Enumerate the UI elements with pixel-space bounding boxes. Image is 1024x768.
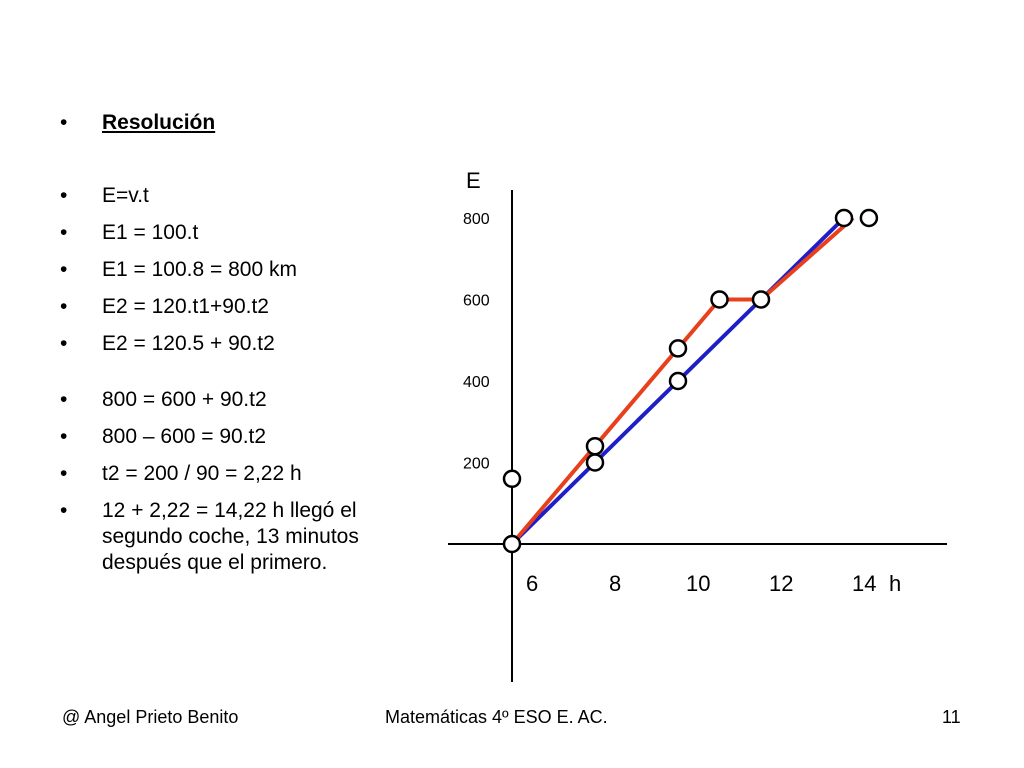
data-point-marker xyxy=(585,453,605,472)
bullet-text: 800 – 600 = 90.t2 xyxy=(102,425,267,448)
bullet-glyph: • xyxy=(60,388,68,411)
bullet-item: • 12 + 2,22 = 14,22 h llegó el segundo co… xyxy=(60,498,430,576)
bullet-text: E2 = 120.5 + 90.t2 xyxy=(102,332,275,355)
bullet-glyph: • xyxy=(60,258,68,281)
x-axis-label: h xyxy=(889,571,901,596)
data-point-marker xyxy=(834,208,854,228)
bullet-glyph: • xyxy=(60,184,68,207)
bullet-glyph: • xyxy=(60,499,68,522)
footer-course: Matemáticas 4º ESO E. AC. xyxy=(385,707,608,727)
bullet-item: • E=v.t xyxy=(60,183,430,209)
y-tick-label: 200 xyxy=(463,456,490,473)
bullet-text: 12 + 2,22 = 14,22 h llegó el segundo coc… xyxy=(102,499,359,574)
bullet-item: • 800 – 600 = 90.t2 xyxy=(60,424,430,450)
resolution-bullet-list: • Resolución • E=v.t • E1 = 100.t • E1 = 100… xyxy=(60,110,430,587)
data-point-marker xyxy=(710,290,729,309)
bullet-glyph: • xyxy=(60,221,68,244)
x-tick-label: 14 xyxy=(852,571,876,596)
data-point-marker xyxy=(668,371,688,391)
x-tick-label: 8 xyxy=(609,571,621,596)
x-tick-label: 10 xyxy=(686,571,710,596)
y-tick-label: 600 xyxy=(463,293,490,310)
data-point-marker xyxy=(751,290,771,309)
bullet-item: • E1 = 100.t xyxy=(60,220,430,246)
bullet-text: E1 = 100.t xyxy=(102,221,199,244)
bullet-text: E1 = 100.8 = 800 km xyxy=(102,258,297,281)
footer-author: @ Angel Prieto Benito xyxy=(62,707,239,727)
bullet-item-resolucion: • Resolución xyxy=(60,110,430,136)
bullet-text: t2 = 200 / 90 = 2,22 h xyxy=(102,462,302,485)
bullet-item: • 800 = 600 + 90.t2 xyxy=(60,387,430,413)
bullet-text: E=v.t xyxy=(102,184,149,207)
bullet-item: • E1 = 100.8 = 800 km xyxy=(60,257,430,283)
data-point-marker xyxy=(859,208,879,228)
bullet-glyph: • xyxy=(60,111,68,134)
data-point-marker xyxy=(585,436,605,456)
x-tick-label: 6 xyxy=(526,571,538,596)
bullet-item: • t2 = 200 / 90 = 2,22 h xyxy=(60,461,430,487)
bullet-text: E2 = 120.t1+90.t2 xyxy=(102,295,269,318)
bullet-glyph: • xyxy=(60,332,68,355)
y-tick-label: 400 xyxy=(463,374,490,391)
bullet-glyph: • xyxy=(60,295,68,318)
y-tick-label: 800 xyxy=(463,211,490,228)
series-line-coche-2 xyxy=(510,216,855,546)
resolution-heading: Resolución xyxy=(102,111,216,134)
footer-page-number: 11 xyxy=(942,707,961,727)
bullet-item: • E2 = 120.5 + 90.t2 xyxy=(60,331,430,357)
y-axis-label: E xyxy=(466,168,481,193)
x-tick-label: 12 xyxy=(769,571,793,596)
bullet-item: • E2 = 120.t1+90.t2 xyxy=(60,294,430,320)
bullet-glyph: • xyxy=(60,462,68,485)
bullet-glyph: • xyxy=(60,425,68,448)
data-point-marker xyxy=(502,534,522,554)
distance-time-chart: E 200 400 600 800 6 8 10 12 14 h xyxy=(448,168,947,682)
bullet-text: 800 = 600 + 90.t2 xyxy=(102,388,267,411)
data-point-marker xyxy=(668,339,688,358)
data-point-marker xyxy=(502,469,522,489)
